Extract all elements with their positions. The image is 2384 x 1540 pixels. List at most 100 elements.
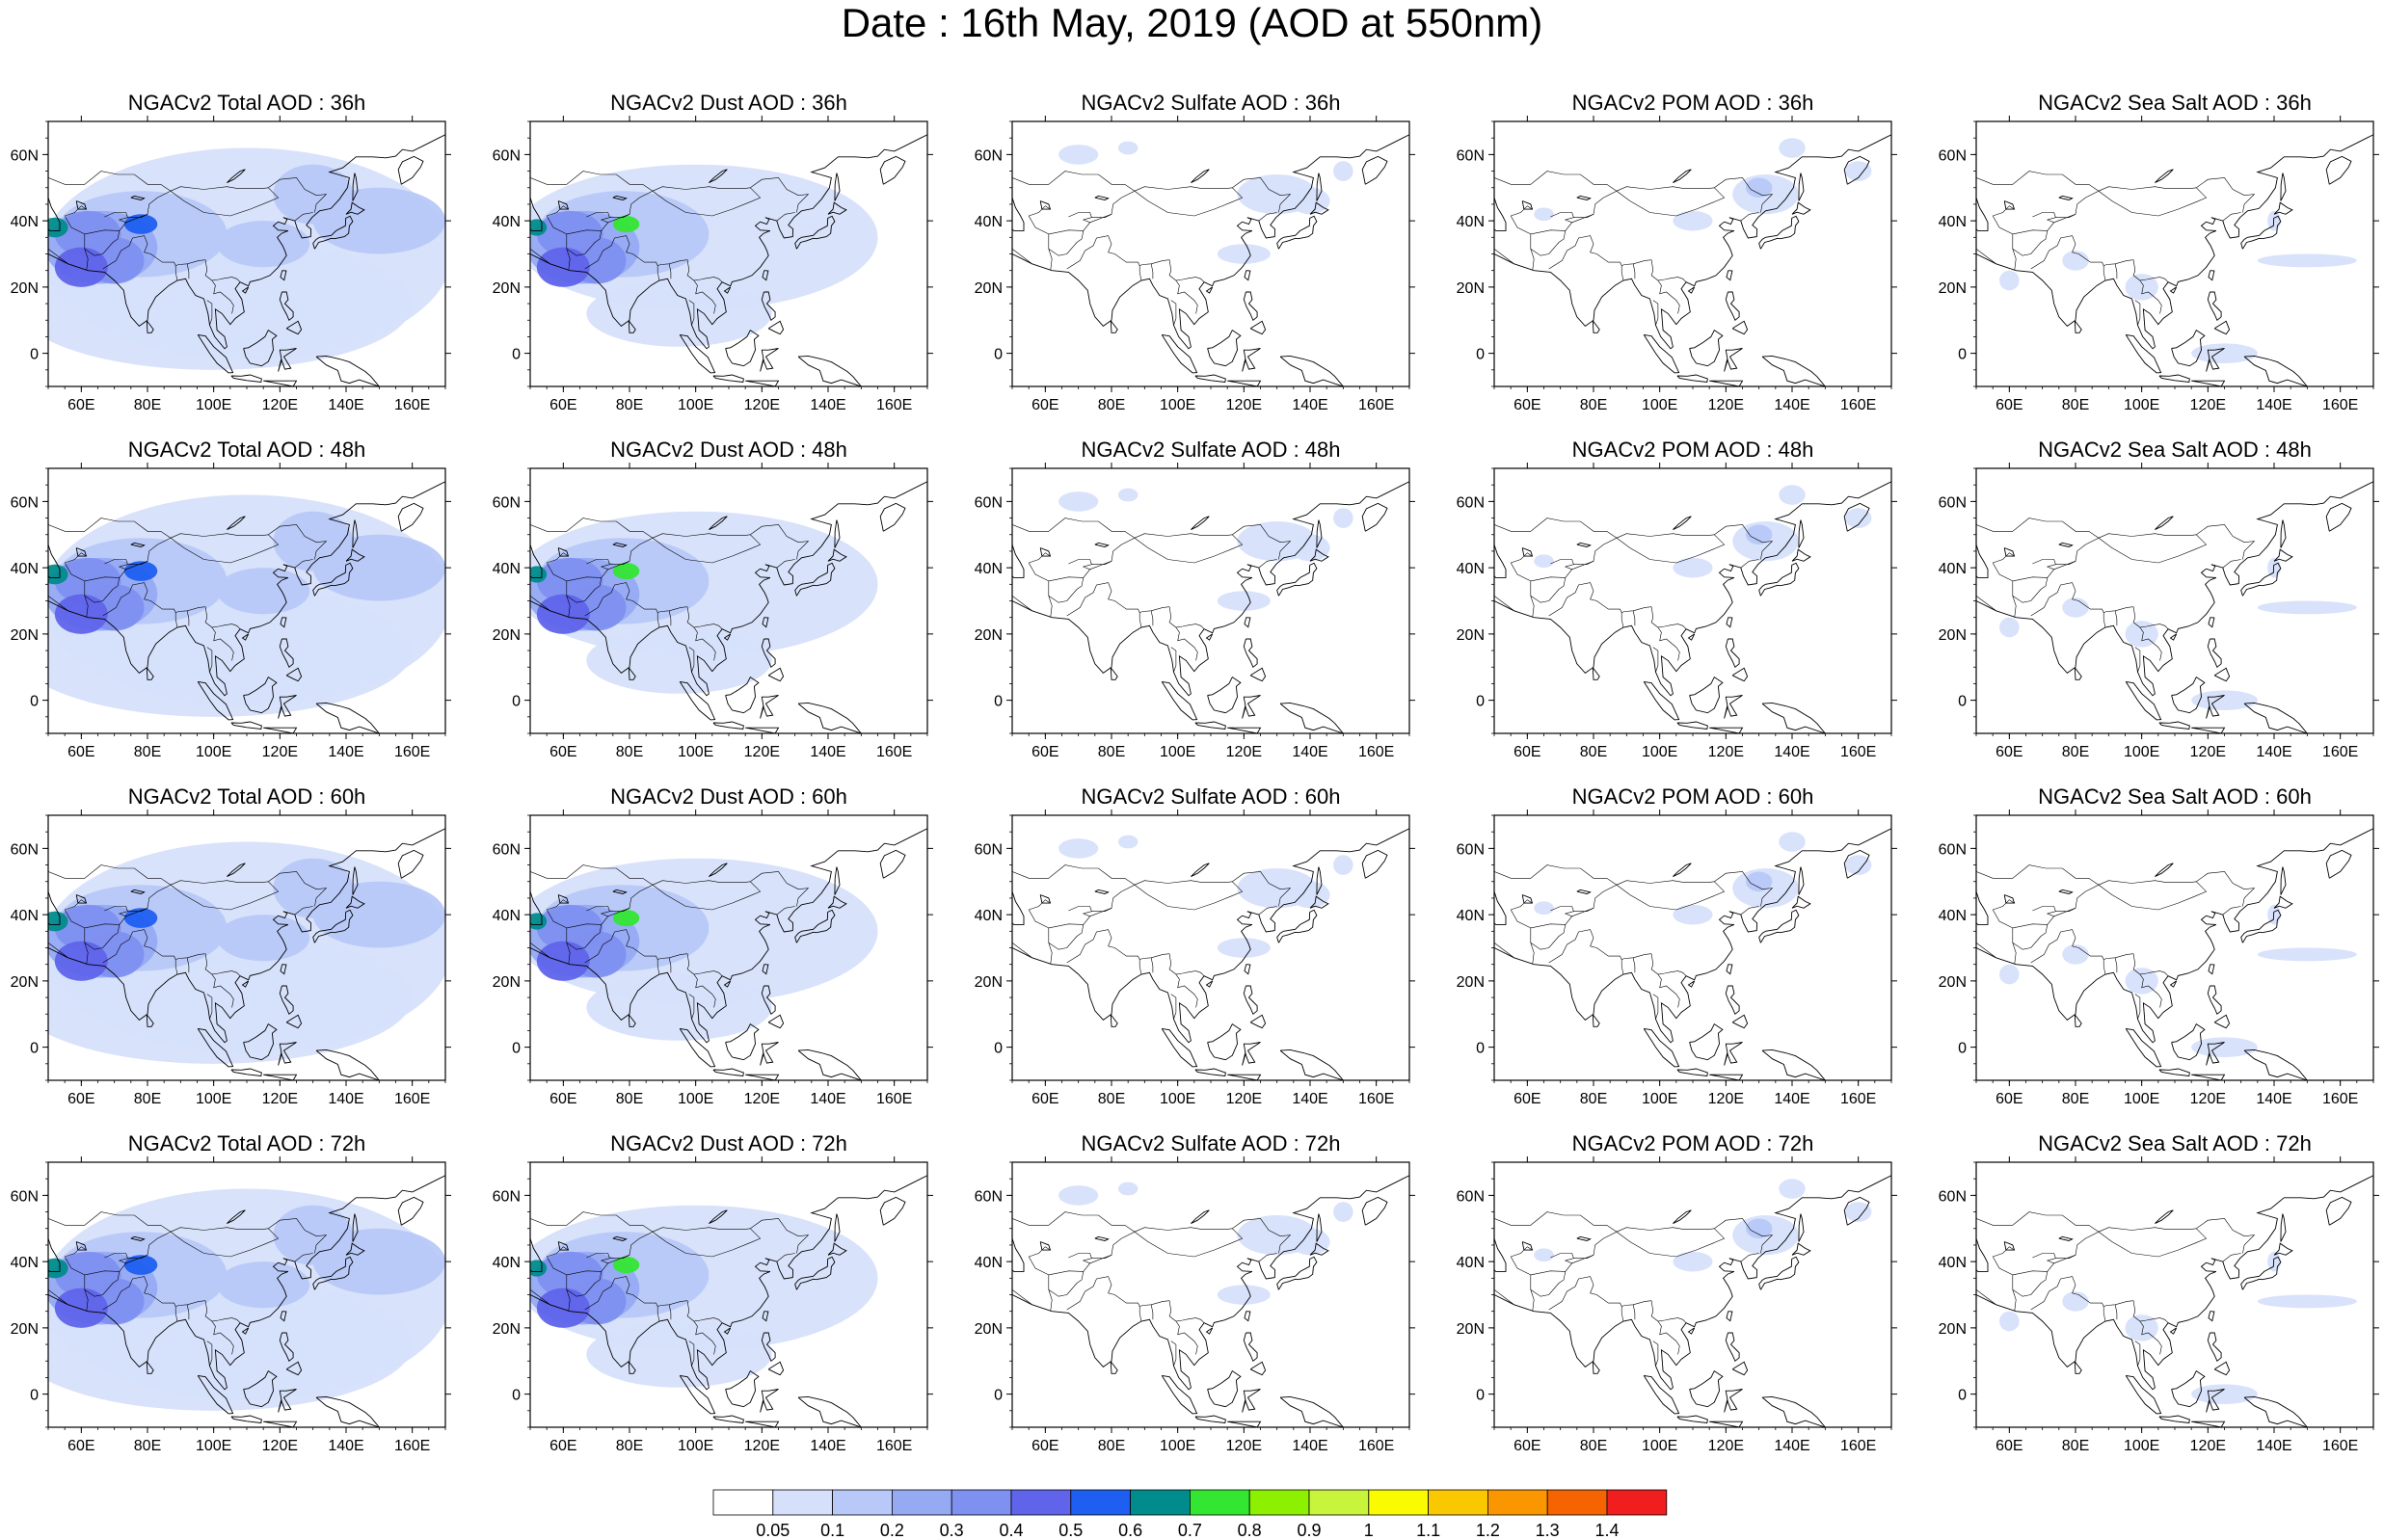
lon-tick-label: 160E xyxy=(394,1091,430,1107)
aerosol-region xyxy=(1673,557,1713,578)
lon-tick-label: 120E xyxy=(2190,397,2226,413)
lon-tick-label: 60E xyxy=(1031,744,1058,760)
aerosol-region xyxy=(612,1256,640,1274)
lat-tick-label: 40N xyxy=(493,214,521,230)
lon-tick-label: 80E xyxy=(2062,744,2089,760)
colorbar-swatch xyxy=(1606,1489,1668,1516)
lon-tick-label: 100E xyxy=(1160,1091,1195,1107)
colorbar-label: 1.2 xyxy=(1475,1521,1500,1540)
lon-tick-label: 140E xyxy=(1774,744,1809,760)
aerosol-region xyxy=(1999,617,2020,638)
lon-tick-label: 60E xyxy=(1996,397,2022,413)
aerosol-region xyxy=(2191,343,2258,363)
aerosol-region xyxy=(48,564,68,585)
lat-tick-label: 60N xyxy=(11,494,39,511)
aerosol-region xyxy=(1058,1185,1099,1206)
lat-tick-label: 20N xyxy=(1457,280,1485,297)
aerosol-region xyxy=(1534,1248,1554,1262)
aod-map-total-36h: 60E 80E 100E 120E 140E 160E 60N 40N 20N 0 xyxy=(11,116,451,413)
aod-map-total-48h: 60E 80E 100E 120E 140E 160E 60N 40N 20N 0 xyxy=(11,463,451,760)
lat-tick-label: 60N xyxy=(1939,494,1967,511)
lon-tick-label: 60E xyxy=(67,1438,94,1454)
aerosol-region xyxy=(1117,835,1138,849)
aerosol-region xyxy=(312,881,445,948)
lon-tick-label: 160E xyxy=(876,744,912,760)
lon-tick-label: 120E xyxy=(262,397,298,413)
colorbar-swatch xyxy=(1010,1489,1072,1516)
colorbar-label: 0.2 xyxy=(879,1521,904,1540)
panel-title-dust-60h: NGACv2 Dust AOD : 60h xyxy=(610,784,847,809)
lat-tick-label: 60N xyxy=(11,841,39,858)
aod-map-sulfate-60h: 60E 80E 100E 120E 140E 160E 60N 40N 20N 0 xyxy=(975,810,1415,1107)
aod-map-seasalt-72h: 60E 80E 100E 120E 140E 160E 60N 40N 20N 0 xyxy=(1939,1156,2379,1454)
lon-tick-label: 60E xyxy=(549,1091,576,1107)
colorbar-label: 0.8 xyxy=(1237,1521,1262,1540)
aerosol-region xyxy=(1217,244,1271,264)
aerosol-region xyxy=(1058,491,1099,512)
lat-tick-label: 20N xyxy=(11,627,39,644)
colorbar-label: 0.4 xyxy=(999,1521,1024,1540)
colorbar-swatch xyxy=(892,1489,952,1516)
lon-tick-label: 120E xyxy=(2190,1091,2226,1107)
lon-tick-label: 140E xyxy=(328,744,363,760)
aerosol-region xyxy=(1217,591,1271,611)
lon-tick-label: 140E xyxy=(810,1091,845,1107)
lat-tick-label: 20N xyxy=(493,974,521,991)
aod-map-seasalt-48h: 60E 80E 100E 120E 140E 160E 60N 40N 20N 0 xyxy=(1939,463,2379,760)
panel-title-pom-36h: NGACv2 POM AOD : 36h xyxy=(1571,91,1814,115)
lat-tick-label: 0 xyxy=(1476,1388,1485,1404)
aerosol-region xyxy=(1999,1311,2020,1332)
lon-tick-label: 100E xyxy=(1160,744,1195,760)
lon-tick-label: 100E xyxy=(196,1091,231,1107)
colorbar-swatch xyxy=(1308,1489,1370,1516)
panel-title-dust-72h: NGACv2 Dust AOD : 72h xyxy=(610,1131,847,1155)
lat-tick-label: 60N xyxy=(1457,841,1485,858)
aerosol-region xyxy=(586,1321,772,1388)
lon-tick-label: 80E xyxy=(1580,1438,1607,1454)
aerosol-region xyxy=(312,1228,445,1295)
lat-tick-label: 40N xyxy=(1457,214,1485,230)
aod-map-seasalt-36h: 60E 80E 100E 120E 140E 160E 60N 40N 20N 0 xyxy=(1939,116,2379,413)
aerosol-region xyxy=(1117,488,1138,502)
lon-tick-label: 100E xyxy=(678,1438,713,1454)
lat-tick-label: 60N xyxy=(975,1188,1003,1205)
lon-tick-label: 60E xyxy=(1031,397,1058,413)
aerosol-region xyxy=(1217,1285,1271,1305)
lat-tick-label: 0 xyxy=(30,347,39,363)
lon-tick-label: 80E xyxy=(134,1438,161,1454)
lon-tick-label: 80E xyxy=(1098,397,1125,413)
aerosol-region xyxy=(2257,600,2357,615)
panel-title-seasalt-36h: NGACv2 Sea Salt AOD : 36h xyxy=(2038,91,2312,115)
lat-tick-label: 0 xyxy=(1958,347,1967,363)
aerosol-region xyxy=(1117,1182,1138,1196)
lon-tick-label: 80E xyxy=(1098,1438,1125,1454)
aod-map-total-60h: 60E 80E 100E 120E 140E 160E 60N 40N 20N 0 xyxy=(11,810,451,1107)
colorbar-swatch xyxy=(1248,1489,1310,1516)
aerosol-region xyxy=(2191,1037,2258,1057)
lat-tick-label: 0 xyxy=(512,347,521,363)
lon-tick-label: 80E xyxy=(1098,1091,1125,1107)
lon-tick-label: 80E xyxy=(1098,744,1125,760)
aod-map-pom-48h: 60E 80E 100E 120E 140E 160E 60N 40N 20N 0 xyxy=(1457,463,1897,760)
lon-tick-label: 80E xyxy=(2062,1438,2089,1454)
lon-tick-label: 160E xyxy=(394,1438,430,1454)
panel-title-total-72h: NGACv2 Total AOD : 72h xyxy=(127,1131,366,1155)
colorbar-label: 0.6 xyxy=(1118,1521,1143,1540)
aerosol-region xyxy=(1745,1218,1773,1239)
lon-tick-label: 80E xyxy=(134,1091,161,1107)
lon-tick-label: 100E xyxy=(678,397,713,413)
main-title: Date : 16th May, 2019 (AOD at 550nm) xyxy=(841,0,1543,45)
lon-tick-label: 120E xyxy=(1708,1438,1744,1454)
lon-tick-label: 120E xyxy=(262,1438,298,1454)
lat-tick-label: 0 xyxy=(1476,694,1485,710)
aerosol-region xyxy=(1999,964,2020,985)
lon-tick-label: 140E xyxy=(328,397,363,413)
lat-tick-label: 20N xyxy=(1939,280,1967,297)
lon-tick-label: 160E xyxy=(1358,744,1394,760)
lon-tick-label: 60E xyxy=(549,397,576,413)
lat-tick-label: 0 xyxy=(512,1041,521,1057)
aerosol-region xyxy=(1844,508,1872,528)
aerosol-region xyxy=(2257,253,2357,268)
lon-tick-label: 100E xyxy=(1160,397,1195,413)
